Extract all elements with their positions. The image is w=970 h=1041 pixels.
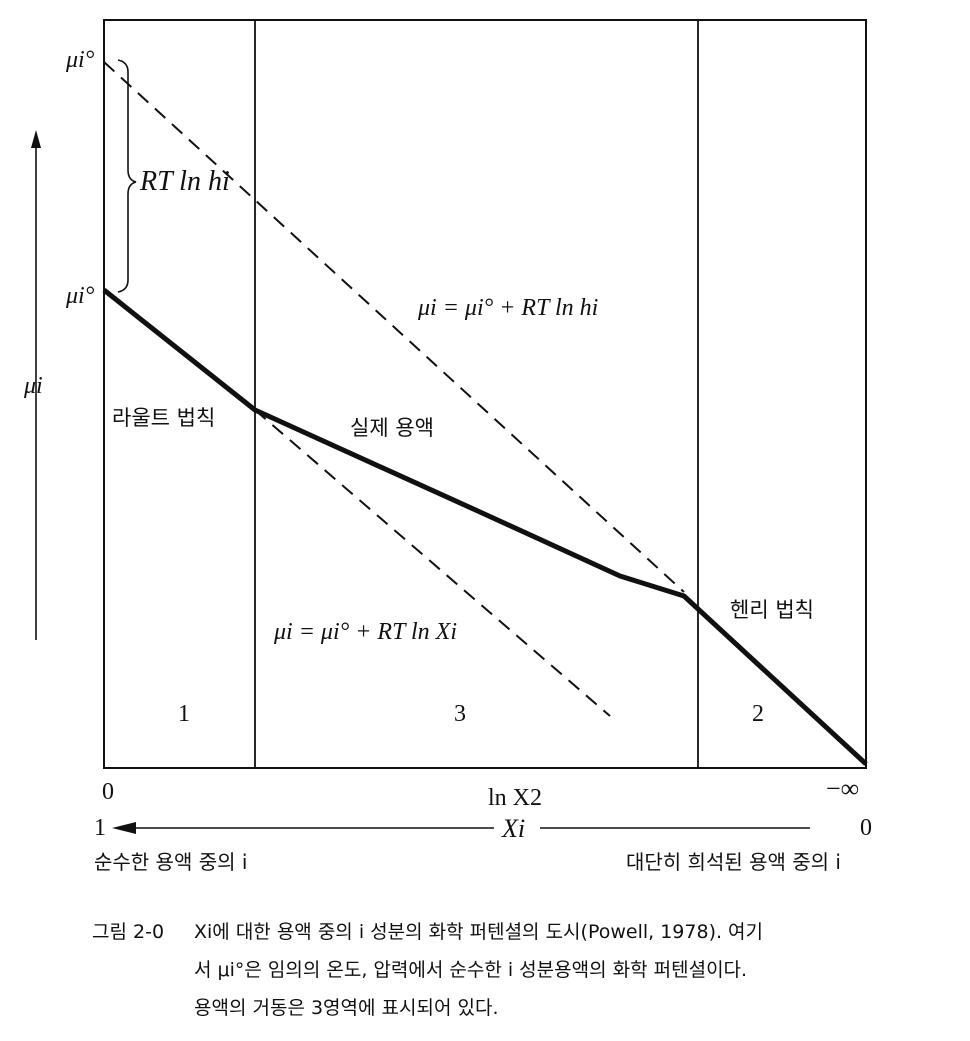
y-axis-arrowhead — [31, 130, 41, 148]
henry-law-label: 헨리 법칙 — [730, 598, 814, 622]
mu-i-standard-bottom: μi° — [66, 283, 95, 309]
caption-line-2: 서 μi°은 임의의 온도, 압력에서 순수한 i 성분용액의 화학 퍼텐셜이다… — [194, 959, 748, 981]
chemical-potential-diagram — [31, 19, 868, 834]
real-solution-curve — [102, 288, 868, 766]
ln-x2-zero-tick: 0 — [102, 779, 114, 805]
xi-left-value: 1 — [94, 815, 106, 841]
region-2-label: 2 — [752, 701, 764, 727]
henry-line-equation: μi = μi° + RT ln hi — [418, 295, 599, 321]
caption-line-1: Xi에 대한 용액 중의 i 성분의 화학 퍼텐셜의 도시(Powell, 19… — [194, 921, 764, 943]
y-axis-label: μi — [24, 373, 43, 399]
region-1-label: 1 — [178, 701, 190, 727]
pure-solution-caption: 순수한 용액 중의 i — [94, 850, 248, 874]
ln-x2-minus-infinity-tick: −∞ — [826, 774, 860, 803]
region-3-label: 3 — [454, 701, 466, 727]
ln-x2-axis-label: ln X2 — [488, 785, 542, 811]
figure-caption: 그림 2-0 Xi에 대한 용액 중의 i 성분의 화학 퍼텐셜의 도시(Powe… — [92, 913, 962, 1027]
raoult-law-dashed-line — [254, 409, 611, 717]
raoult-line-equation: μi = μi° + RT ln Xi — [274, 619, 457, 645]
henry-law-dashed-line — [103, 61, 685, 593]
real-solution-label: 실제 용액 — [350, 416, 434, 440]
plot-frame — [103, 19, 867, 769]
mu-i-standard-top: μi° — [66, 47, 95, 73]
xi-arrowhead — [112, 822, 136, 834]
rt-ln-h-brace — [117, 59, 137, 293]
caption-line-3: 용액의 거동은 3영역에 표시되어 있다. — [194, 997, 499, 1019]
figure-number: 그림 2-0 — [92, 921, 165, 943]
xi-right-value: 0 — [860, 815, 872, 841]
dilute-solution-caption: 대단히 희석된 용액 중의 i — [626, 850, 841, 874]
brace-label: RT ln hi — [140, 166, 230, 197]
xi-axis-label: Xi — [502, 814, 526, 843]
raoult-law-label: 라울트 법칙 — [112, 406, 216, 430]
